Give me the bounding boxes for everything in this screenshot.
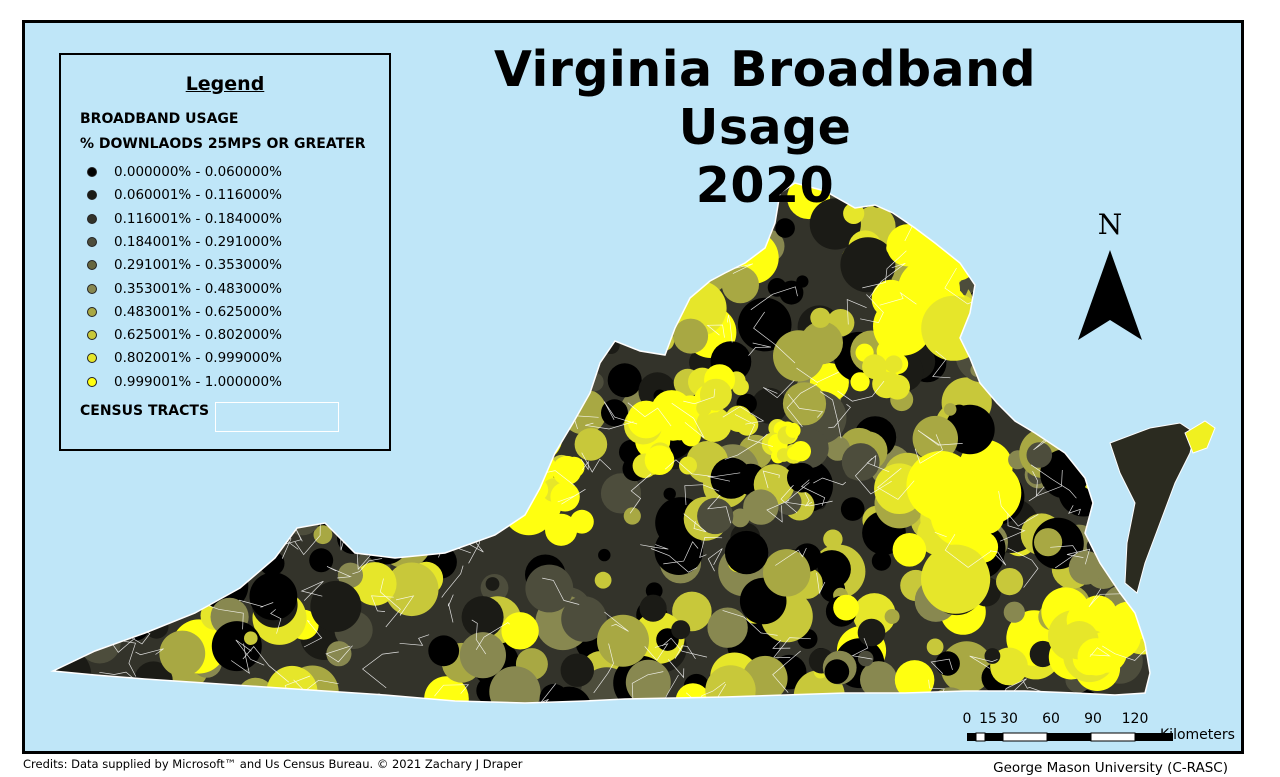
legend-heading-usage: BROADBAND USAGE — [80, 111, 239, 127]
north-arrow-icon — [1078, 250, 1142, 340]
legend-item-label: 0.184001% - 0.291000% — [114, 233, 282, 250]
scale-bar-tick-label: 60 — [1042, 711, 1060, 727]
legend-swatch — [87, 353, 97, 364]
legend-item: 0.999001% - 1.000000% — [87, 373, 282, 391]
eastern-shore-tip — [1184, 420, 1216, 454]
legend-heading-percent: % DOWNLAODS 25MPS OR GREATER — [80, 136, 366, 152]
scale-bar-tick-label: 30 — [1000, 711, 1018, 727]
census-tracts-swatch — [215, 402, 339, 432]
legend-item: 0.060001% - 0.116000% — [87, 186, 282, 204]
legend-panel: Legend BROADBAND USAGE % DOWNLAODS 25MPS… — [59, 53, 391, 451]
legend-swatch — [87, 190, 97, 201]
legend-item: 0.116001% - 0.184000% — [87, 210, 282, 228]
map-title-line2: 2020 — [695, 157, 835, 214]
scale-bar-graphic — [967, 732, 1173, 742]
organization-text: George Mason University (C-RASC) — [993, 760, 1228, 776]
legend-swatch — [87, 376, 97, 387]
legend-swatch — [87, 283, 97, 294]
legend-swatch — [87, 330, 97, 341]
legend-item-label: 0.483001% - 0.625000% — [114, 303, 282, 320]
scale-bar-tick-label: 15 — [979, 711, 997, 727]
legend-swatch — [87, 167, 97, 177]
legend-item-label: 0.000000% - 0.060000% — [114, 164, 282, 180]
legend-item-label: 0.291001% - 0.353000% — [114, 257, 282, 274]
legend-item-label: 0.060001% - 0.116000% — [114, 187, 282, 204]
map-title-line1: Virginia Broadband Usage — [493, 41, 1037, 156]
scale-bar-tick-label: 120 — [1121, 711, 1149, 727]
legend-item: 0.184001% - 0.291000% — [87, 233, 282, 251]
credits-text: Credits: Data supplied by Microsoft™ and… — [23, 757, 523, 771]
map-title: Virginia Broadband Usage 2020 — [425, 41, 1105, 215]
legend-item-label: 0.999001% - 1.000000% — [114, 373, 282, 390]
eastern-shore-peninsula — [1109, 422, 1196, 594]
legend-swatch — [87, 236, 97, 247]
legend-item: 0.000000% - 0.060000% — [87, 163, 282, 181]
legend-title: Legend — [185, 73, 265, 95]
map-frame: Virginia Broadband Usage 2020 Legend BRO… — [22, 20, 1244, 754]
legend-item-label: 0.802001% - 0.999000% — [114, 350, 282, 367]
legend-item-label: 0.353001% - 0.483000% — [114, 280, 282, 297]
scale-bar: 0 15 30 60 90 120 Kilometers — [955, 711, 1241, 751]
legend-item: 0.353001% - 0.483000% — [87, 280, 282, 298]
legend-swatch — [87, 213, 97, 224]
legend-item: 0.625001% - 0.802000% — [87, 326, 282, 344]
legend-swatch — [87, 260, 97, 271]
scale-bar-unit: Kilometers — [1160, 727, 1235, 743]
legend-item: 0.483001% - 0.625000% — [87, 303, 282, 321]
legend-item: 0.802001% - 0.999000% — [87, 349, 282, 367]
census-tracts-label: CENSUS TRACTS — [80, 403, 210, 419]
scale-bar-tick-label: 0 — [962, 711, 972, 727]
scale-bar-tick-label: 90 — [1084, 711, 1102, 727]
north-arrow-label: N — [1097, 208, 1123, 241]
legend-item-label: 0.116001% - 0.184000% — [114, 210, 282, 227]
legend-item: 0.291001% - 0.353000% — [87, 256, 282, 274]
north-arrow: N — [1070, 208, 1150, 348]
legend-swatch — [87, 306, 97, 317]
legend-item-label: 0.625001% - 0.802000% — [114, 327, 282, 344]
